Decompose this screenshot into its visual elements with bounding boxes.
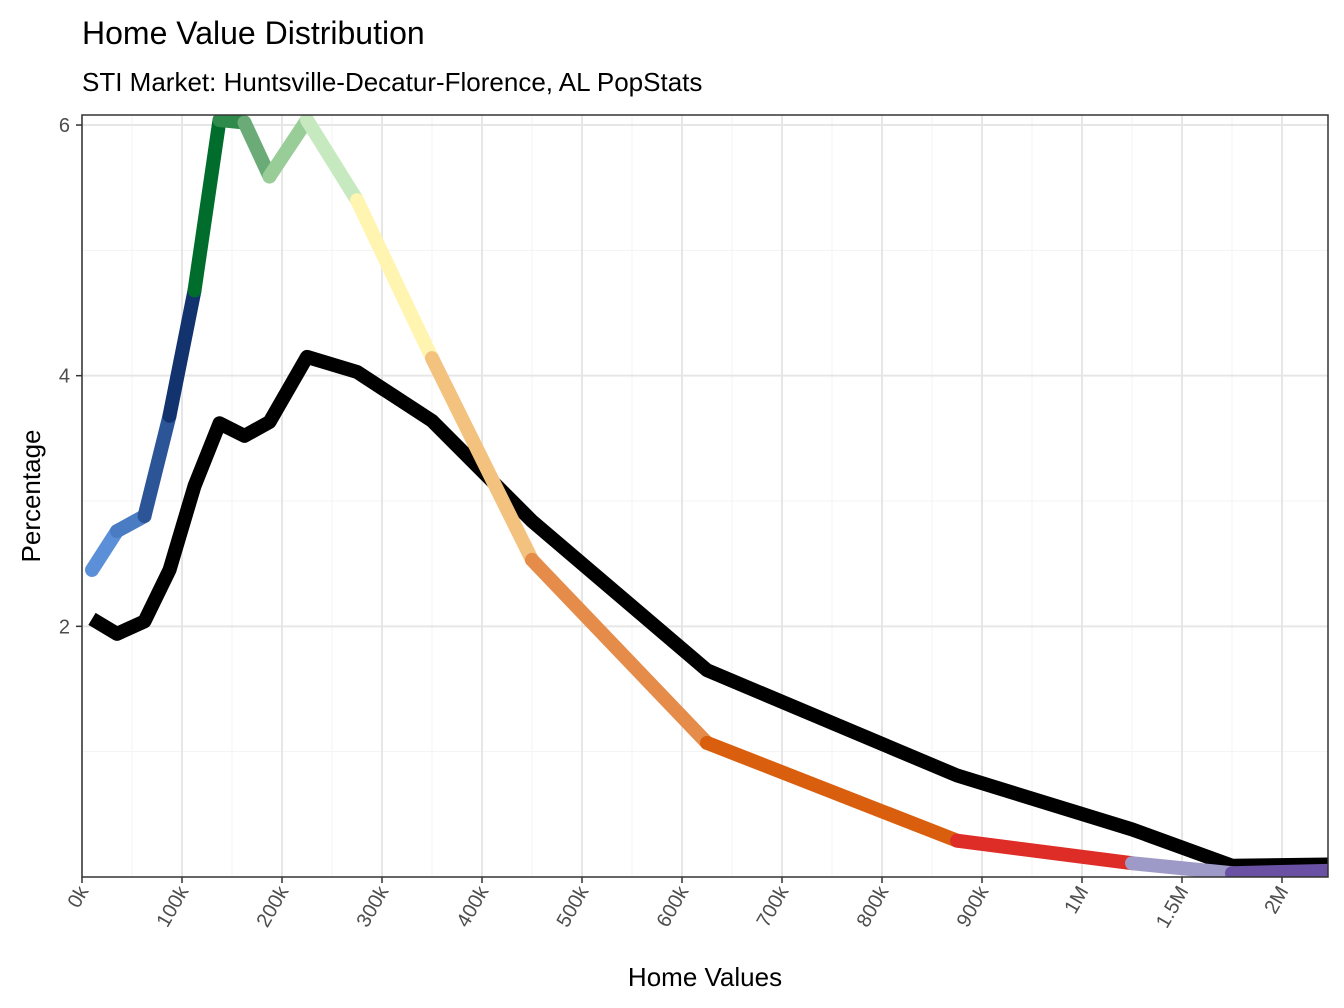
- line-segment: [525, 552, 714, 750]
- chart-subtitle: STI Market: Huntsville-Decatur-Florence,…: [82, 67, 702, 97]
- line-segment: [350, 193, 439, 366]
- line-segment: [300, 115, 364, 208]
- line: [88, 349, 1328, 873]
- line-segment: [187, 115, 227, 298]
- lines: [85, 115, 1328, 877]
- line-segment: [950, 833, 1139, 871]
- line-segment: [237, 115, 277, 184]
- y-tick-label: 6: [59, 115, 70, 137]
- panel-border: [81, 114, 1329, 878]
- line-segment: [162, 283, 202, 423]
- line-segment: [85, 524, 124, 577]
- y-axis-title: Percentage: [16, 430, 46, 563]
- line-segment: [137, 408, 177, 524]
- x-axis-title: Home Values: [628, 962, 782, 992]
- grid: [81, 115, 1328, 877]
- line-segment: [262, 115, 314, 184]
- line-segment: [1225, 863, 1328, 877]
- line-segment: [425, 351, 539, 567]
- line-segment: [700, 735, 964, 848]
- chart-title: Home Value Distribution: [82, 15, 425, 51]
- y-tick-label: 4: [59, 366, 70, 388]
- line-segment: [1125, 856, 1239, 877]
- y-tick-label: 2: [59, 616, 70, 638]
